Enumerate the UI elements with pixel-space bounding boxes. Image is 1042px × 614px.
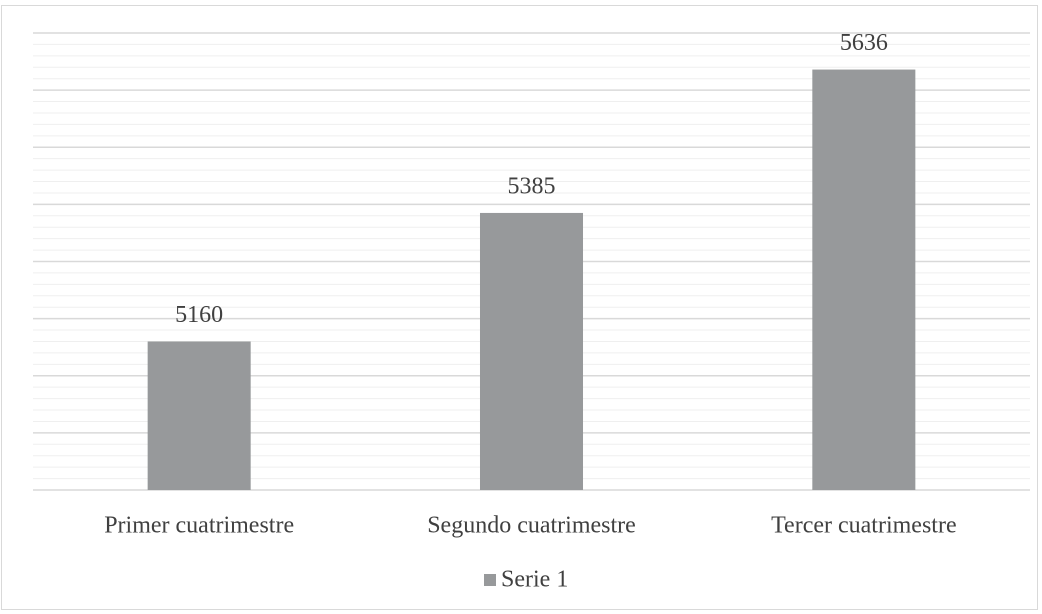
bar (812, 69, 916, 490)
legend-swatch (484, 574, 496, 586)
bar (147, 341, 251, 490)
x-tick-label: Primer cuatrimestre (104, 513, 294, 539)
legend-label: Serie 1 (501, 567, 568, 593)
x-tick-label: Segundo cuatrimestre (427, 513, 636, 539)
data-label: 5636 (840, 30, 888, 56)
bar (479, 212, 584, 490)
x-tick-label: Tercer cuatrimestre (771, 513, 957, 539)
data-label: 5385 (508, 173, 556, 199)
data-label: 5160 (175, 302, 223, 328)
